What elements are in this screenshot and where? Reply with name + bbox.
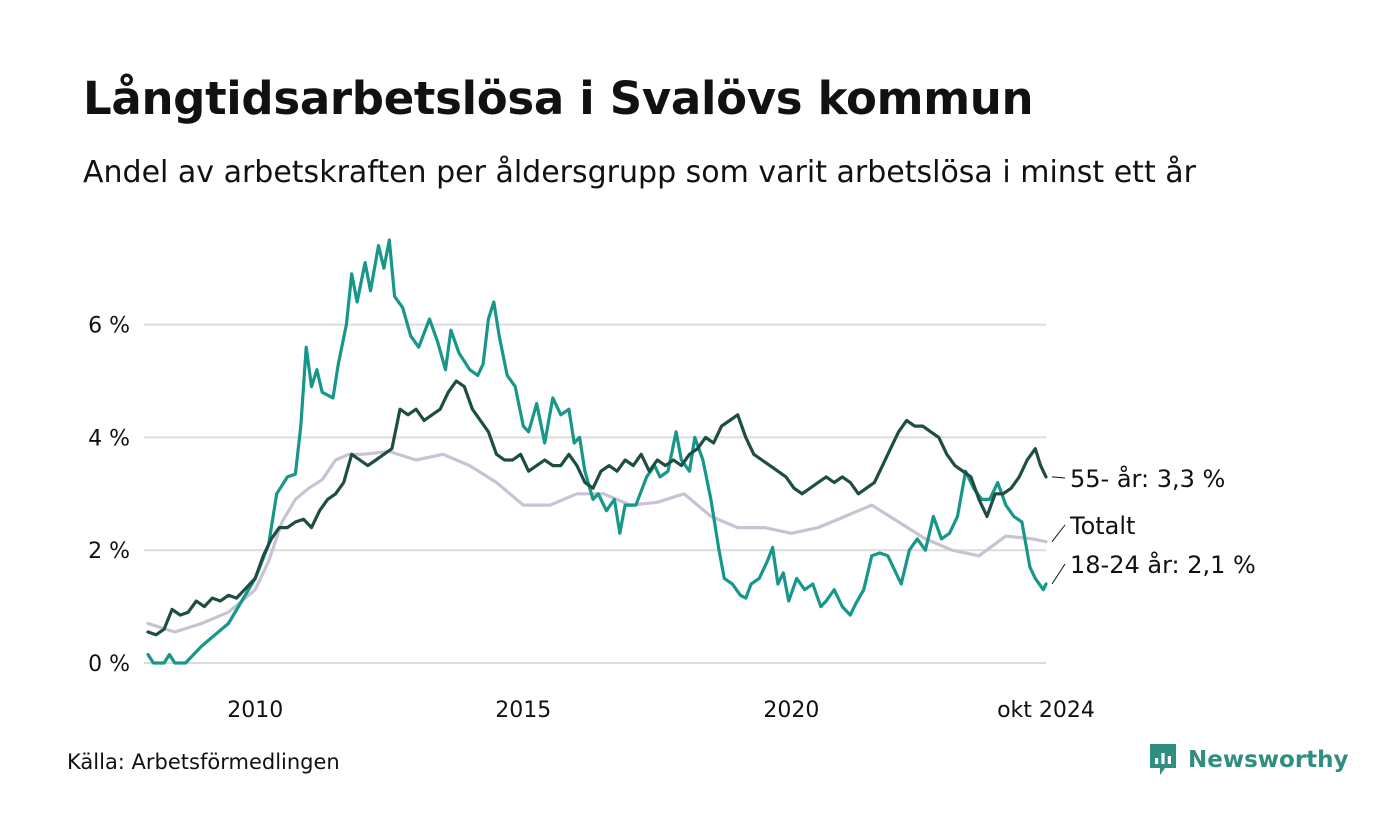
series-line-young [146,238,1048,665]
x-axis: 2010 2015 2020 okt 2024 [227,698,1095,723]
x-tick-label: 2020 [763,698,819,723]
leader-line-total [1051,524,1066,543]
x-tick-label: 2010 [227,698,283,723]
chart-title: Långtidsarbetslösa i Svalövs kommun [83,72,1034,125]
series-line-total [146,449,1048,634]
series-line-older [146,379,1048,637]
source-note: Källa: Arbetsförmedlingen [67,750,340,774]
series-label-total: Totalt [1069,512,1135,540]
series-end-labels: 55- år: 3,3 % Totalt 18-24 år: 2,1 % [1051,464,1256,585]
series-lines [146,238,1048,665]
brand-logo: Newsworthy [1148,742,1349,778]
y-axis: 0 % 2 % 4 % 6 % [88,314,130,677]
chart-subtitle: Andel av arbetskraften per åldersgrupp s… [83,155,1196,190]
y-tick-label: 6 % [88,314,130,339]
y-tick-label: 4 % [88,426,130,451]
y-tick-label: 2 % [88,539,130,564]
leader-line-older [1051,476,1066,479]
x-tick-label: okt 2024 [997,698,1095,723]
series-label-older: 55- år: 3,3 % [1070,464,1225,493]
series-label-young: 18-24 år: 2,1 % [1070,550,1256,579]
y-tick-label: 0 % [88,652,130,677]
brand-name: Newsworthy [1188,747,1349,773]
newsworthy-logo-icon [1150,744,1176,775]
leader-line-young [1051,563,1066,585]
x-tick-label: 2015 [495,698,551,723]
